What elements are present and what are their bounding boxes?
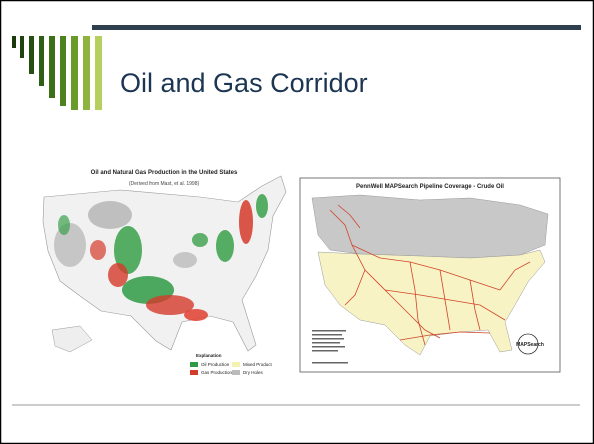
legend-item: Gas Production bbox=[201, 370, 233, 375]
legend-item: Oil Production bbox=[201, 362, 230, 367]
map-title: Oil and Natural Gas Production in the Un… bbox=[91, 170, 238, 176]
left-map: Oil and Natural Gas Production in the Un… bbox=[42, 170, 287, 375]
alaska bbox=[51, 325, 93, 353]
production-areas bbox=[54, 194, 268, 321]
map-title: PennWell MAPSearch Pipeline Coverage - C… bbox=[356, 184, 504, 190]
map-subtitle: (Derived from Mast, et al. 1998) bbox=[129, 181, 200, 187]
stripe-decoration bbox=[12, 36, 102, 110]
legend-item: Dry Holes bbox=[243, 370, 264, 375]
logo: MAPSearch bbox=[516, 342, 544, 348]
legend: Explanation Oil Production Gas Productio… bbox=[190, 353, 273, 375]
logo-mark bbox=[517, 333, 539, 355]
header-bar bbox=[92, 25, 581, 30]
pipelines bbox=[329, 204, 531, 346]
right-map: PennWell MAPSearch Pipeline Coverage - C… bbox=[299, 177, 561, 373]
canada bbox=[311, 194, 549, 259]
united-states bbox=[317, 249, 546, 356]
map-notes bbox=[312, 330, 348, 364]
legend-item: Mixed Product bbox=[243, 362, 273, 367]
legend-heading: Explanation bbox=[196, 353, 222, 358]
slide-title: Oil and Gas Corridor bbox=[120, 68, 368, 98]
